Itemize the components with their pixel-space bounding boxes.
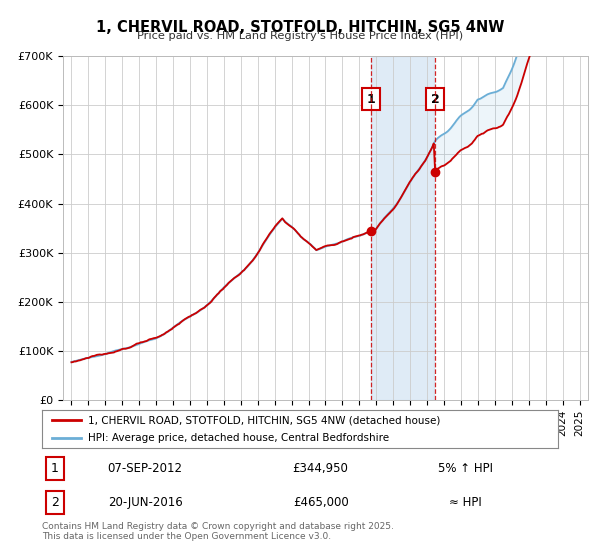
Text: ≈ HPI: ≈ HPI bbox=[449, 496, 481, 508]
Text: 20-JUN-2016: 20-JUN-2016 bbox=[108, 496, 182, 508]
Text: 5% ↑ HPI: 5% ↑ HPI bbox=[437, 462, 493, 475]
Text: £344,950: £344,950 bbox=[293, 462, 349, 475]
Text: 07-SEP-2012: 07-SEP-2012 bbox=[108, 462, 183, 475]
Text: 1: 1 bbox=[367, 92, 376, 105]
Text: 2: 2 bbox=[431, 92, 439, 105]
Text: HPI: Average price, detached house, Central Bedfordshire: HPI: Average price, detached house, Cent… bbox=[88, 433, 389, 443]
Text: 1, CHERVIL ROAD, STOTFOLD, HITCHIN, SG5 4NW (detached house): 1, CHERVIL ROAD, STOTFOLD, HITCHIN, SG5 … bbox=[88, 415, 441, 425]
Text: £465,000: £465,000 bbox=[293, 496, 349, 508]
Text: 2: 2 bbox=[51, 496, 59, 508]
Text: Price paid vs. HM Land Registry's House Price Index (HPI): Price paid vs. HM Land Registry's House … bbox=[137, 31, 463, 41]
Text: 1: 1 bbox=[51, 462, 59, 475]
Text: Contains HM Land Registry data © Crown copyright and database right 2025.
This d: Contains HM Land Registry data © Crown c… bbox=[42, 522, 394, 542]
Text: 1, CHERVIL ROAD, STOTFOLD, HITCHIN, SG5 4NW: 1, CHERVIL ROAD, STOTFOLD, HITCHIN, SG5 … bbox=[96, 20, 504, 35]
